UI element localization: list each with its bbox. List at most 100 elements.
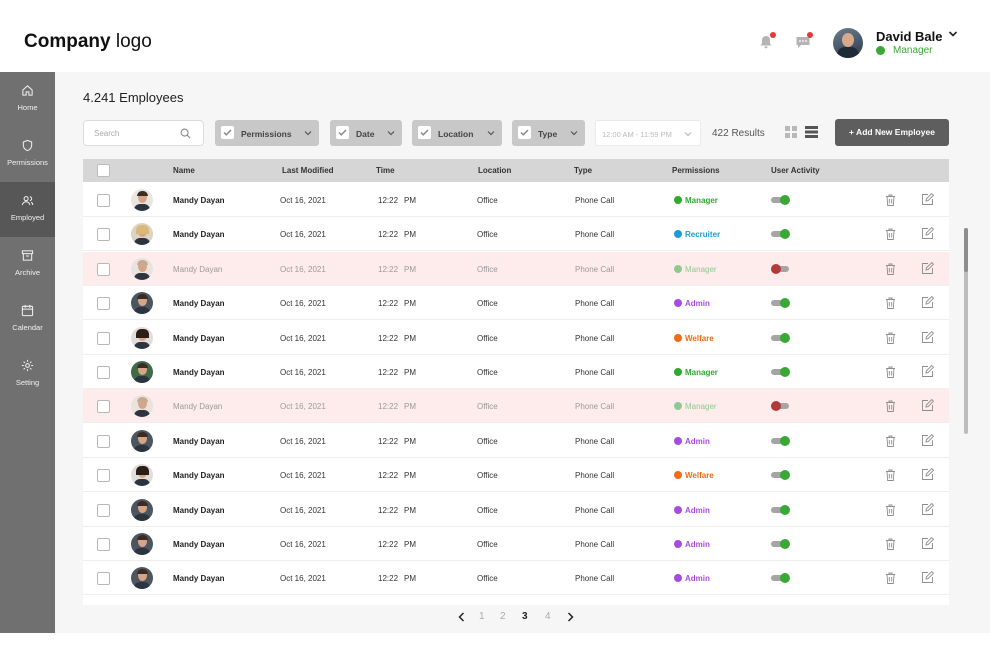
- table-row[interactable]: Mandy Dayan Oct 16, 2021 12:22 PM Office Phon…: [83, 492, 949, 527]
- edit-icon[interactable]: [921, 261, 934, 275]
- row-checkbox[interactable]: [97, 228, 110, 242]
- user-activity-toggle[interactable]: [771, 435, 791, 446]
- filter-checkbox[interactable]: [418, 126, 431, 139]
- table-row[interactable]: Mandy Dayan Oct 16, 2021 12:22 PM Office Phon…: [83, 251, 949, 286]
- user-activity-toggle[interactable]: [771, 573, 791, 584]
- user-activity-toggle[interactable]: [771, 229, 791, 240]
- sidebar-item-permissions[interactable]: Permissions: [0, 127, 55, 182]
- column-header-type[interactable]: Type: [574, 166, 593, 175]
- filter-checkbox[interactable]: [221, 126, 234, 139]
- column-header-permissions[interactable]: Permissions: [672, 166, 720, 175]
- edit-icon[interactable]: [921, 330, 934, 344]
- sidebar-item-archive[interactable]: Archive: [0, 237, 55, 292]
- row-checkbox[interactable]: [97, 194, 110, 207]
- page-link[interactable]: 2: [500, 611, 506, 622]
- employee-name[interactable]: Mandy Dayan: [173, 402, 223, 412]
- row-checkbox[interactable]: [97, 331, 110, 345]
- column-header-user-activity[interactable]: User Activity: [771, 166, 820, 175]
- trash-icon[interactable]: [885, 332, 896, 344]
- trash-icon[interactable]: [885, 538, 896, 550]
- sidebar-item-setting[interactable]: Setting: [0, 347, 55, 402]
- employee-name[interactable]: Mandy Dayan: [173, 299, 225, 309]
- edit-icon[interactable]: [921, 365, 934, 378]
- trash-icon[interactable]: [885, 263, 896, 275]
- edit-icon[interactable]: [921, 193, 934, 206]
- page-link-current[interactable]: 3: [522, 611, 528, 622]
- trash-icon[interactable]: [885, 297, 896, 310]
- search-input[interactable]: Search: [83, 120, 204, 146]
- row-checkbox[interactable]: [97, 400, 110, 414]
- employee-name[interactable]: Mandy Dayan: [173, 574, 225, 584]
- chevron-left-icon[interactable]: [458, 612, 465, 622]
- filter-checkbox[interactable]: [518, 126, 531, 139]
- user-activity-toggle[interactable]: [771, 470, 791, 481]
- row-checkbox[interactable]: [97, 366, 110, 379]
- employee-name[interactable]: Mandy Dayan: [173, 505, 225, 515]
- employee-name[interactable]: Mandy Dayan: [173, 196, 225, 205]
- chevron-right-icon[interactable]: [567, 612, 574, 622]
- employee-name[interactable]: Mandy Dayan: [173, 436, 225, 446]
- chat-icon[interactable]: [795, 32, 813, 50]
- page-link[interactable]: 1: [479, 611, 485, 622]
- employee-name[interactable]: Mandy Dayan: [173, 230, 225, 240]
- grid-view-icon[interactable]: [785, 126, 797, 138]
- row-checkbox[interactable]: [97, 297, 110, 311]
- chevron-down-icon[interactable]: [948, 30, 958, 38]
- employee-name[interactable]: Mandy Dayan: [173, 333, 225, 343]
- trash-icon[interactable]: [885, 228, 896, 241]
- employee-name[interactable]: Mandy Dayan: [173, 264, 223, 274]
- search-icon[interactable]: [180, 128, 191, 139]
- table-row[interactable]: Mandy Dayan Oct 16, 2021 12:22 PM Office Phon…: [83, 217, 949, 252]
- scrollbar-track[interactable]: [964, 228, 968, 434]
- edit-icon[interactable]: [921, 502, 934, 516]
- row-checkbox[interactable]: [97, 572, 110, 586]
- table-row[interactable]: Mandy Dayan Oct 16, 2021 12:22 PM Office Phon…: [83, 320, 949, 355]
- column-header-time[interactable]: Time: [376, 166, 395, 175]
- user-activity-toggle[interactable]: [771, 298, 791, 309]
- filter-type[interactable]: Type: [512, 120, 585, 146]
- edit-icon[interactable]: [921, 399, 934, 412]
- page-link[interactable]: 4: [545, 611, 551, 622]
- table-row[interactable]: Mandy Dayan Oct 16, 2021 12:22 PM Office Phon…: [83, 423, 949, 458]
- select-all-checkbox[interactable]: [97, 164, 110, 177]
- user-activity-toggle[interactable]: [771, 367, 791, 377]
- edit-icon[interactable]: [921, 433, 934, 447]
- filter-permissions[interactable]: Permissions: [215, 120, 319, 146]
- edit-icon[interactable]: [921, 227, 934, 240]
- column-header-last-modified[interactable]: Last Modified: [282, 166, 334, 175]
- row-checkbox[interactable]: [97, 503, 110, 517]
- row-checkbox[interactable]: [97, 434, 110, 448]
- scrollbar-thumb[interactable]: [964, 228, 968, 272]
- edit-icon[interactable]: [921, 468, 934, 481]
- table-row[interactable]: Mandy Dayan Oct 16, 2021 12:22 PM Office Phon…: [83, 355, 949, 389]
- column-header-name[interactable]: Name: [173, 166, 195, 175]
- user-activity-toggle[interactable]: [771, 195, 791, 205]
- employee-name[interactable]: Mandy Dayan: [173, 368, 225, 377]
- edit-icon[interactable]: [921, 537, 934, 550]
- edit-icon[interactable]: [921, 296, 934, 309]
- filter-location[interactable]: Location: [412, 120, 502, 146]
- edit-icon[interactable]: [921, 571, 934, 584]
- time-range-select[interactable]: 12:00 AM - 11:59 PM: [595, 120, 701, 146]
- company-logo[interactable]: Company logo: [24, 31, 152, 52]
- table-row[interactable]: Mandy Dayan Oct 16, 2021 12:22 PM Office Phon…: [83, 561, 949, 596]
- trash-icon[interactable]: [885, 435, 896, 447]
- list-view-icon[interactable]: [805, 126, 818, 138]
- user-activity-toggle[interactable]: [771, 539, 791, 549]
- user-activity-toggle[interactable]: [771, 263, 791, 274]
- sidebar-item-home[interactable]: Home: [0, 72, 55, 127]
- add-employee-button[interactable]: + Add New Employee: [835, 119, 949, 146]
- row-checkbox[interactable]: [97, 469, 110, 483]
- user-activity-toggle[interactable]: [771, 401, 791, 412]
- user-activity-toggle[interactable]: [771, 332, 791, 343]
- trash-icon[interactable]: [885, 572, 896, 585]
- table-row[interactable]: Mandy Dayan Oct 16, 2021 12:22 PM Office Phon…: [83, 389, 949, 424]
- trash-icon[interactable]: [885, 469, 896, 482]
- column-header-location[interactable]: Location: [478, 166, 512, 175]
- sidebar-item-calendar[interactable]: Calendar: [0, 292, 55, 347]
- employee-name[interactable]: Mandy Dayan: [173, 540, 225, 549]
- employee-name[interactable]: Mandy Dayan: [173, 471, 225, 481]
- table-row[interactable]: Mandy Dayan Oct 16, 2021 12:22 PM Office Phon…: [83, 527, 949, 561]
- table-row[interactable]: Mandy Dayan Oct 16, 2021 12:22 PM Office Phon…: [83, 458, 949, 493]
- filter-checkbox[interactable]: [336, 126, 349, 139]
